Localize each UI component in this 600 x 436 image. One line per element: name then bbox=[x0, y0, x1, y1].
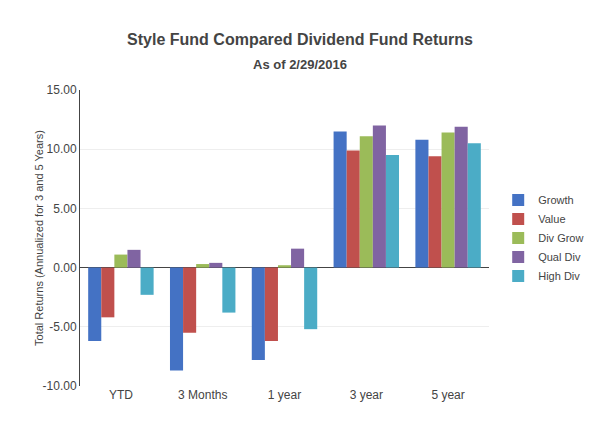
svg-text:High Div: High Div bbox=[538, 270, 580, 282]
svg-text:3 Months: 3 Months bbox=[178, 388, 227, 402]
svg-text:1 year: 1 year bbox=[268, 388, 301, 402]
svg-text:Total Returns (Annualized for: Total Returns (Annualized for 3 and 5 Ye… bbox=[33, 130, 45, 346]
svg-text:Style Fund Compared Dividend F: Style Fund Compared Dividend Fund Return… bbox=[127, 31, 473, 48]
svg-text:3 year: 3 year bbox=[350, 388, 383, 402]
svg-text:Value: Value bbox=[538, 213, 565, 225]
svg-text:Growth: Growth bbox=[538, 194, 573, 206]
svg-text:5 year: 5 year bbox=[431, 388, 464, 402]
svg-text:Qual Div: Qual Div bbox=[538, 251, 581, 263]
svg-text:-5.00: -5.00 bbox=[49, 320, 77, 334]
svg-text:10.00: 10.00 bbox=[47, 142, 77, 156]
svg-text:YTD: YTD bbox=[109, 388, 133, 402]
svg-text:As of 2/29/2016: As of 2/29/2016 bbox=[253, 57, 347, 72]
svg-text:15.00: 15.00 bbox=[47, 83, 77, 97]
svg-text:5.00: 5.00 bbox=[53, 202, 77, 216]
svg-text:Div Grow: Div Grow bbox=[538, 232, 583, 244]
svg-text:-10.00: -10.00 bbox=[43, 379, 77, 393]
svg-text:0.00: 0.00 bbox=[53, 261, 77, 275]
